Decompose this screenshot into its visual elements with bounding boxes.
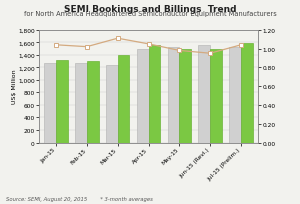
Text: for North America Headquartered Semiconductor Equipment Manufacturers: for North America Headquartered Semicond… xyxy=(24,11,276,17)
Bar xyxy=(137,50,148,143)
Text: SEMI Bookings and Billings  Trend: SEMI Bookings and Billings Trend xyxy=(64,5,236,14)
Text: Source: SEMI, August 20, 2015        * 3-month averages: Source: SEMI, August 20, 2015 * 3-month … xyxy=(6,196,153,201)
Bar xyxy=(241,44,253,143)
Bar xyxy=(199,45,210,143)
Bar xyxy=(179,49,191,143)
Bar xyxy=(56,61,68,143)
Bar xyxy=(168,47,179,143)
Bar xyxy=(106,65,118,143)
Bar xyxy=(75,64,87,143)
Bar xyxy=(44,64,56,143)
Bar xyxy=(87,62,98,143)
Bar xyxy=(118,56,129,143)
Bar xyxy=(148,45,160,143)
Bar xyxy=(210,50,222,143)
Y-axis label: US$ Million: US$ Million xyxy=(12,70,17,104)
Bar xyxy=(229,47,241,143)
